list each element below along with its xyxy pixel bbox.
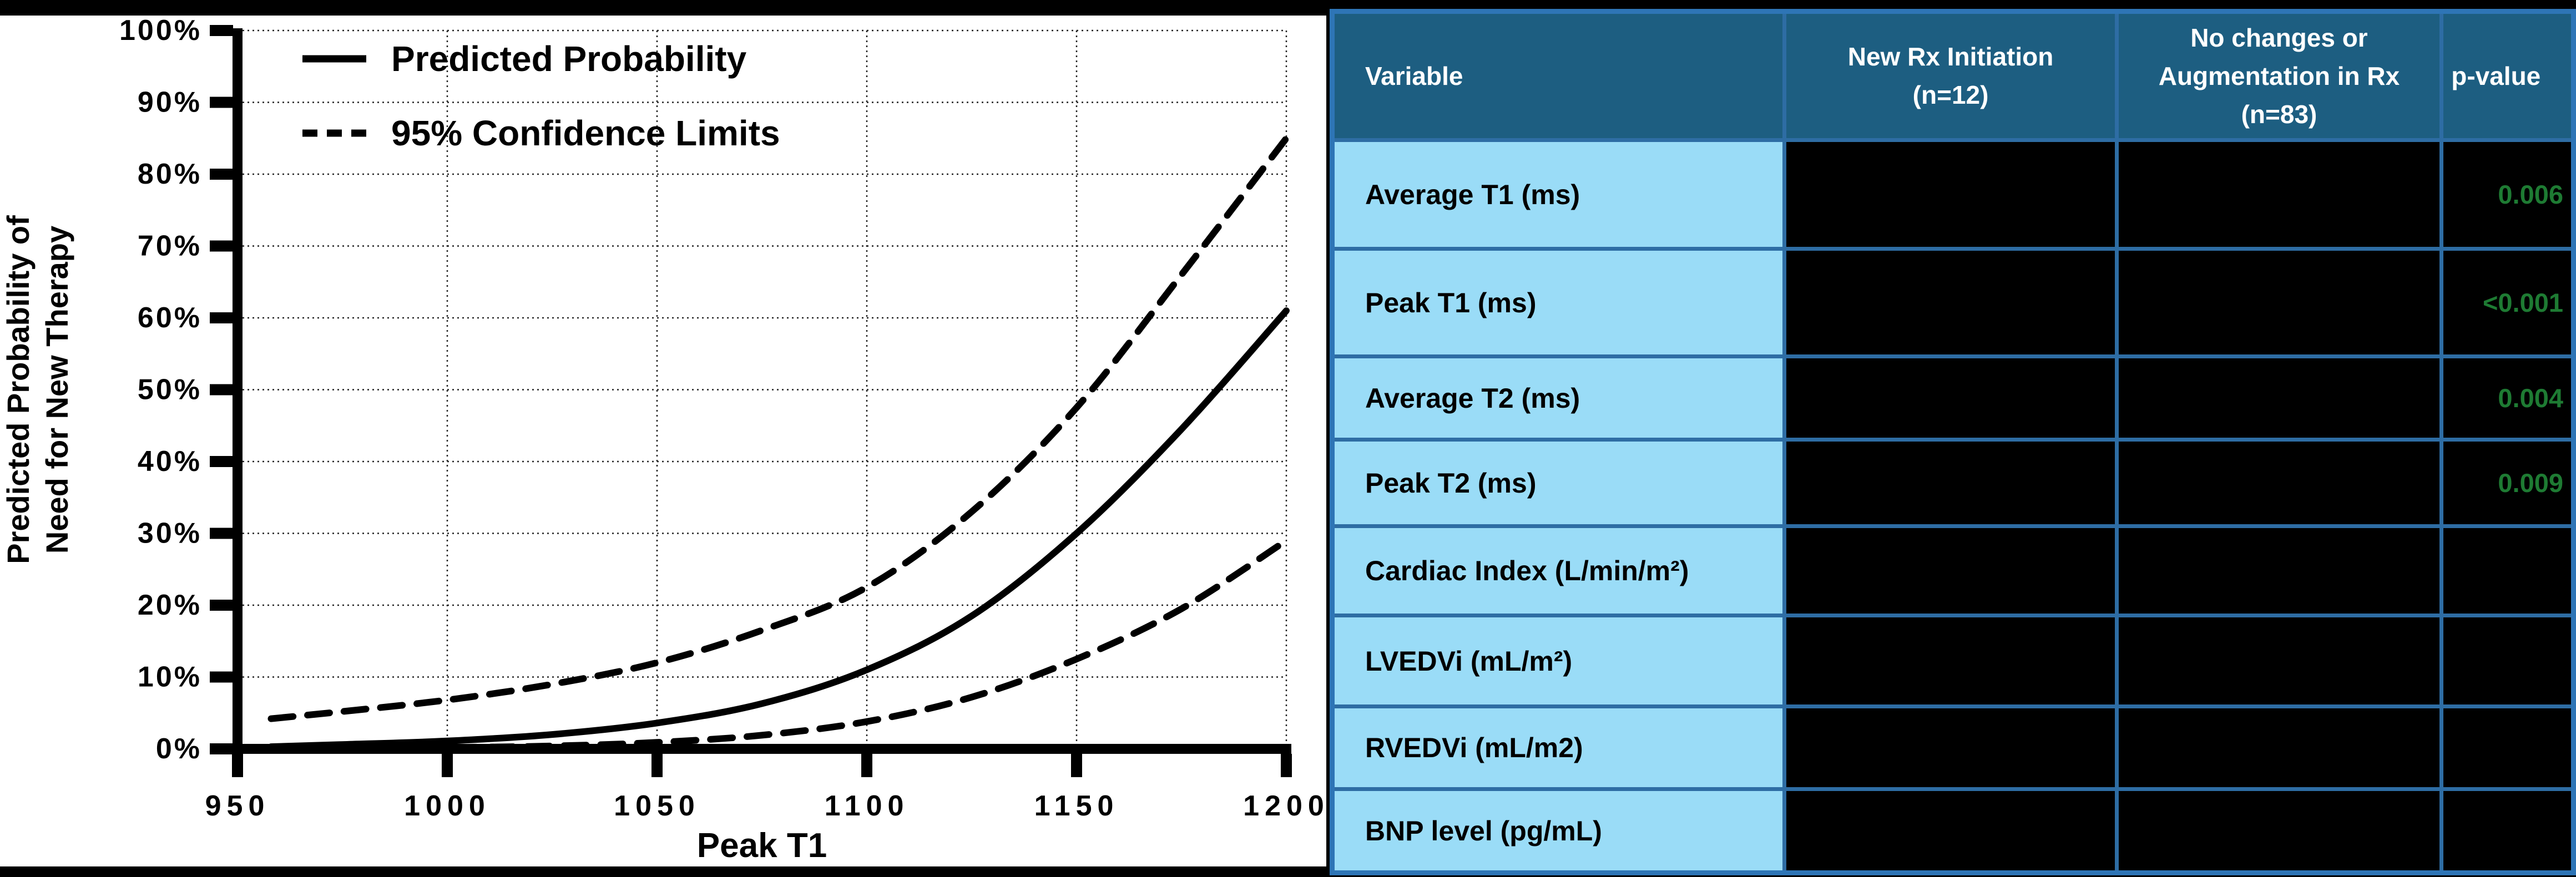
y-tick-label: 20% (138, 589, 202, 621)
x-tick-label: 1000 (404, 790, 491, 822)
table-row: Peak T2 (ms) 0.009 (1330, 438, 2575, 528)
col-header-new-rx: New Rx Initiation (n=12) (1782, 9, 2119, 142)
predicted-probability-curve (267, 307, 1290, 751)
cell-no-changes-redacted (2114, 704, 2444, 791)
table-row: LVEDVi (mL/m²) (1330, 614, 2575, 708)
upper-confidence-curve (267, 135, 1290, 722)
y-tick (210, 600, 233, 611)
cell-no-changes-redacted (2114, 438, 2444, 528)
cell-new-rx-redacted (1782, 354, 2119, 442)
y-tick (210, 169, 233, 180)
row-variable-label: Peak T1 (ms) (1330, 247, 1787, 358)
cell-p-value: <0.001 (2439, 247, 2575, 358)
row-variable-label: Peak T2 (ms) (1330, 438, 1787, 528)
y-tick (210, 384, 233, 396)
table-row: Cardiac Index (L/min/m²) (1330, 524, 2575, 617)
table-row: Peak T1 (ms) <0.001 (1330, 247, 2575, 358)
cell-no-changes-redacted (2114, 787, 2444, 875)
comparison-table: Variable New Rx Initiation (n=12) No chang… (1330, 9, 2576, 875)
cell-new-rx-redacted (1782, 524, 2119, 617)
y-tick-label: 50% (138, 374, 202, 406)
y-tick (210, 671, 233, 683)
table-row: Average T2 (ms) 0.004 (1330, 354, 2575, 442)
cell-no-changes-redacted (2114, 524, 2444, 617)
x-axis-title: Peak T1 (697, 827, 827, 865)
y-tick-label: 70% (138, 230, 202, 262)
cell-p-value (2439, 524, 2575, 617)
cell-new-rx-redacted (1782, 247, 2119, 358)
x-tick-label: 1050 (614, 790, 700, 822)
row-variable-label: LVEDVi (mL/m²) (1330, 614, 1787, 708)
x-tick-label: 1100 (825, 790, 910, 822)
cell-p-value: 0.009 (2439, 438, 2575, 528)
probability-chart-panel: 0% 10% 20% 30% 40% 50% 60% 70% 80% 90% 100% 950 1000… (0, 16, 1326, 866)
col-header-p-value: p-value (2439, 9, 2575, 142)
y-tick (210, 743, 233, 754)
y-tick-label: 100% (119, 16, 202, 47)
row-variable-label: RVEDVi (mL/m2) (1330, 704, 1787, 791)
y-tick (210, 528, 233, 539)
cell-new-rx-redacted (1782, 614, 2119, 708)
cell-no-changes-redacted (2114, 614, 2444, 708)
legend-label: Predicted Probability (391, 39, 747, 79)
y-tick (210, 240, 233, 252)
table-header: Variable New Rx Initiation (n=12) No chang… (1330, 9, 2575, 142)
y-tick (210, 97, 233, 108)
y-tick (210, 456, 233, 467)
table-body: Average T1 (ms) 0.006 Peak T1 (ms) <0.001 Av… (1330, 138, 2575, 875)
lower-confidence-curve (267, 537, 1290, 752)
row-variable-label: BNP level (pg/mL) (1330, 787, 1787, 875)
y-tick-label: 80% (138, 158, 202, 190)
cell-p-value: 0.006 (2439, 138, 2575, 251)
cell-no-changes-redacted (2114, 354, 2444, 442)
cell-no-changes-redacted (2114, 138, 2444, 251)
table-row: BNP level (pg/mL) (1330, 787, 2575, 875)
legend-label: 95% Confidence Limits (391, 113, 780, 153)
y-axis-line (233, 28, 243, 754)
col-header-variable: Variable (1330, 9, 1787, 142)
x-tick-label: 1150 (1034, 790, 1119, 822)
y-tick-label: 60% (138, 302, 202, 334)
y-tick-label: 30% (138, 518, 202, 550)
cell-p-value (2439, 787, 2575, 875)
cell-new-rx-redacted (1782, 438, 2119, 528)
table-row: Average T1 (ms) 0.006 (1330, 138, 2575, 251)
cell-p-value: 0.004 (2439, 354, 2575, 442)
cell-new-rx-redacted (1782, 138, 2119, 251)
cell-no-changes-redacted (2114, 247, 2444, 358)
cell-new-rx-redacted (1782, 787, 2119, 875)
x-tick (442, 754, 453, 777)
x-tick (651, 754, 663, 777)
y-tick (210, 25, 233, 36)
x-tick (232, 754, 243, 777)
row-variable-label: Cardiac Index (L/min/m²) (1330, 524, 1787, 617)
x-tick (1071, 754, 1082, 777)
x-tick (1281, 754, 1292, 777)
cell-new-rx-redacted (1782, 704, 2119, 791)
comparison-table-wrap: Variable New Rx Initiation (n=12) No chang… (1330, 9, 2576, 875)
y-tick-label: 0% (156, 733, 202, 765)
table-header-row: Variable New Rx Initiation (n=12) No chang… (1330, 9, 2575, 142)
x-tick (861, 754, 872, 777)
x-tick-label: 950 (205, 790, 270, 822)
y-tick-label: 90% (138, 87, 202, 119)
row-variable-label: Average T2 (ms) (1330, 354, 1787, 442)
y-axis-title: Predicted Probability of (1, 215, 36, 564)
y-tick (210, 312, 233, 323)
cell-p-value (2439, 704, 2575, 791)
cell-p-value (2439, 614, 2575, 708)
col-header-no-changes: No changes or Augmentation in Rx (n=83) (2114, 9, 2444, 142)
y-axis-title: Need for New Therapy (39, 226, 74, 554)
row-variable-label: Average T1 (ms) (1330, 138, 1787, 251)
x-tick-label: 1200 (1243, 790, 1326, 822)
probability-chart: 0% 10% 20% 30% 40% 50% 60% 70% 80% 90% 100% 950 1000… (1, 16, 1326, 865)
table-row: RVEDVi (mL/m2) (1330, 704, 2575, 791)
y-tick-label: 40% (138, 445, 202, 478)
y-tick-label: 10% (138, 661, 202, 693)
